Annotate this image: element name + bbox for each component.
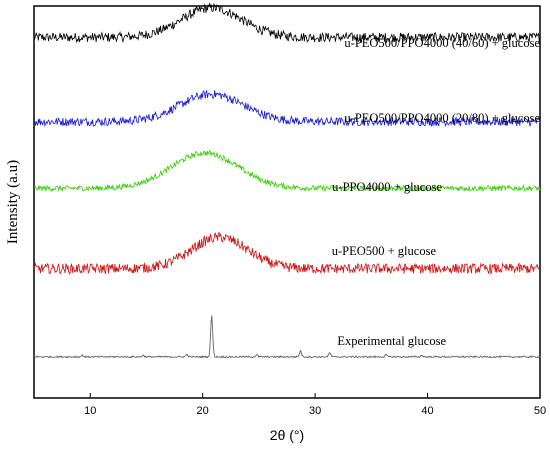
x-axis-label: 2θ (°) — [270, 427, 304, 443]
series-line-3 — [33, 231, 541, 275]
series-label-1: u-PEO500/PPO4000 (20/80) + glucose — [344, 111, 540, 125]
series-labels: u-PEO500/PPO4000 (40/60) + glucose u-PEO5… — [332, 36, 541, 348]
series-lines — [33, 2, 541, 359]
x-tick-label: 20 — [197, 405, 209, 417]
x-axis-ticks: 10 20 30 40 50 — [84, 393, 546, 417]
series-line-1 — [33, 89, 541, 128]
series-line-0 — [33, 2, 541, 44]
x-tick-label: 40 — [421, 405, 433, 417]
series-label-3: u-PEO500 + glucose — [332, 244, 437, 258]
y-axis-label: Intensity (a.u) — [5, 160, 21, 244]
series-label-0: u-PEO500/PPO4000 (40/60) + glucose — [344, 36, 540, 50]
series-line-2 — [33, 149, 541, 193]
x-tick-label: 30 — [309, 405, 321, 417]
plot-frame — [33, 5, 541, 399]
x-tick-label: 50 — [534, 405, 546, 417]
x-tick-label: 10 — [84, 405, 96, 417]
series-label-4: Experimental glucose — [337, 334, 446, 348]
series-label-2: u-PPO4000 + glucose — [332, 180, 442, 194]
series-line-4 — [33, 315, 541, 359]
